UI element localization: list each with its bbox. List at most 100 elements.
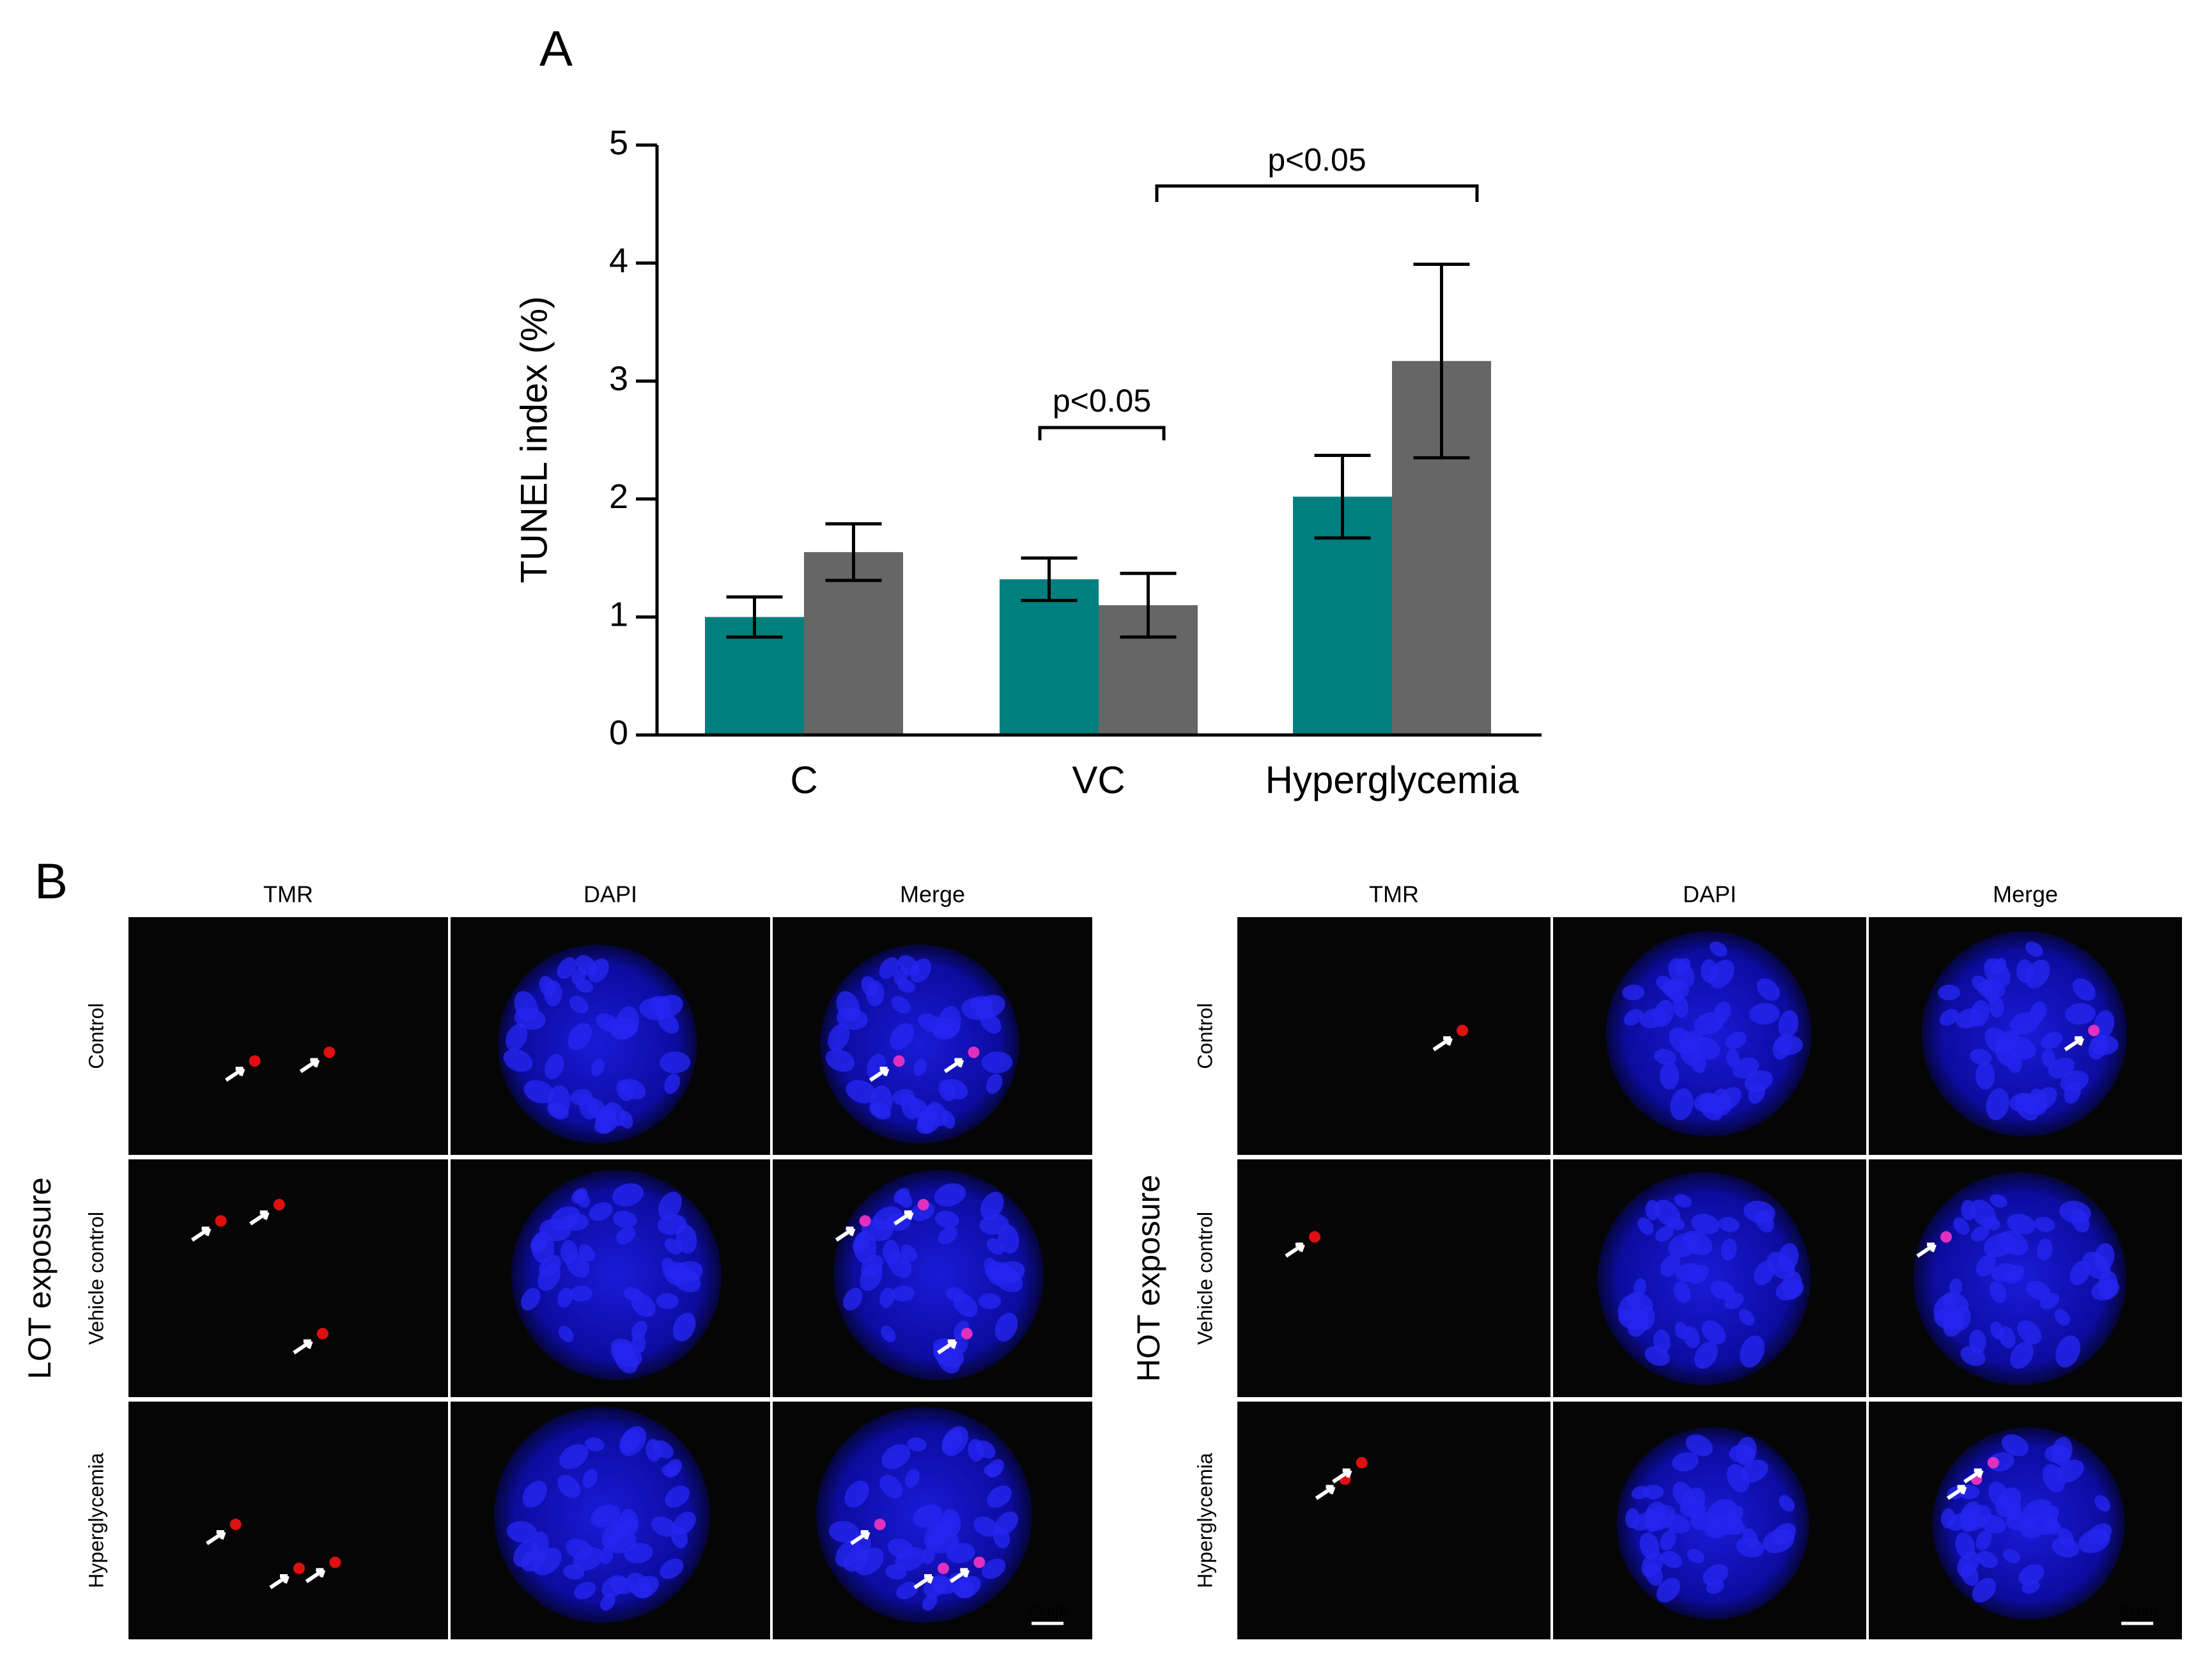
nucleus xyxy=(922,1593,938,1611)
nucleus xyxy=(1718,1217,1740,1232)
nucleus xyxy=(879,1287,895,1308)
nucleus xyxy=(1762,1529,1795,1554)
nucleus xyxy=(1949,1278,1962,1297)
row-label: Control xyxy=(1193,1003,1216,1069)
tunel-signal xyxy=(215,1215,227,1227)
nucleus xyxy=(1955,1532,1976,1559)
y-tick-label: 3 xyxy=(609,359,628,398)
nucleus xyxy=(2018,1564,2045,1586)
nucleus xyxy=(1639,1532,1660,1559)
tunel-signal xyxy=(273,1198,285,1211)
nucleus xyxy=(591,1058,605,1076)
micrograph xyxy=(1237,1402,1551,1639)
nucleus xyxy=(656,1293,679,1310)
micrograph xyxy=(128,917,448,1155)
nucleus xyxy=(661,1464,680,1477)
nucleus xyxy=(1694,1012,1724,1035)
tunel-signal xyxy=(329,1556,341,1568)
nucleus xyxy=(599,1546,614,1565)
nucleus xyxy=(573,1547,603,1571)
nucleus xyxy=(514,1007,546,1030)
nucleus xyxy=(1656,1577,1681,1603)
nucleus xyxy=(2059,1200,2091,1224)
tunel-signal xyxy=(229,1519,242,1531)
nucleus xyxy=(503,1049,533,1072)
nucleus xyxy=(545,1054,564,1079)
nucleus xyxy=(610,1018,638,1040)
nucleus xyxy=(2007,1214,2036,1235)
nucleus xyxy=(1673,1481,1694,1508)
nucleus xyxy=(1988,1481,2010,1508)
tunel-signal xyxy=(973,1556,986,1568)
nucleus xyxy=(569,996,589,1014)
nucleus xyxy=(1675,1263,1702,1282)
nucleus xyxy=(2025,941,2043,957)
nucleus xyxy=(825,1049,855,1072)
nucleus xyxy=(973,1516,999,1537)
bar xyxy=(804,552,903,735)
nucleus xyxy=(1644,1563,1663,1586)
nucleus xyxy=(633,1575,659,1598)
nucleus xyxy=(569,1285,593,1302)
nucleus xyxy=(881,1444,911,1469)
arrow xyxy=(269,1574,290,1590)
nucleus xyxy=(530,1232,548,1253)
nucleus xyxy=(979,1214,1009,1235)
nucleus xyxy=(911,1202,935,1221)
nucleus xyxy=(1661,1551,1682,1568)
nucleus xyxy=(1673,1281,1691,1303)
nucleus xyxy=(1670,1088,1694,1120)
row-label: Control xyxy=(84,1003,107,1069)
nucleus xyxy=(1704,1523,1726,1538)
nucleus xyxy=(984,1257,999,1276)
micrograph xyxy=(128,1159,448,1397)
nucleus xyxy=(913,1058,927,1076)
nucleus xyxy=(1655,1226,1674,1242)
nucleus xyxy=(1938,984,1961,1001)
nucleus xyxy=(1691,1214,1720,1235)
nucleus xyxy=(2017,1320,2042,1345)
nucleus xyxy=(522,1480,547,1508)
nucleus xyxy=(1701,1320,1726,1345)
nucleus xyxy=(2025,1280,2051,1301)
nucleus xyxy=(1633,1278,1646,1297)
nucleus xyxy=(2091,1035,2119,1055)
arrow xyxy=(293,1339,313,1355)
nucleus xyxy=(898,955,920,976)
error-bar xyxy=(1413,262,1470,460)
nucleus xyxy=(993,1526,1010,1549)
nucleus xyxy=(2001,1434,2029,1457)
nucleus xyxy=(1740,1459,1768,1483)
tunel-signal xyxy=(859,1215,871,1227)
nucleus xyxy=(968,1439,984,1462)
column-header: DAPI xyxy=(1683,881,1736,908)
y-tick-label: 5 xyxy=(609,123,628,162)
nucleus xyxy=(1939,1009,1959,1026)
nucleus xyxy=(1961,1512,1976,1533)
nucleus xyxy=(619,1426,646,1457)
nucleus xyxy=(661,1257,677,1276)
nucleus xyxy=(1683,1326,1700,1349)
nucleus xyxy=(2023,1499,2053,1522)
nucleus xyxy=(981,1051,1013,1074)
nucleus xyxy=(2020,1523,2041,1538)
nucleus xyxy=(891,996,911,1014)
nucleus xyxy=(980,1191,1004,1220)
annotation: p<0.05 xyxy=(1267,142,1366,178)
tunel-signal xyxy=(293,1562,305,1574)
nucleus xyxy=(2002,1549,2020,1563)
nucleus xyxy=(1667,1216,1685,1230)
nucleus xyxy=(1778,1010,1799,1039)
nucleus xyxy=(1709,959,1735,989)
nucleus xyxy=(631,1320,647,1340)
nucleus xyxy=(576,955,598,976)
nucleus xyxy=(1972,1577,1997,1603)
tunel-signal xyxy=(961,1327,973,1340)
nucleus xyxy=(1953,1218,1970,1235)
nucleus xyxy=(574,1189,591,1208)
nucleus xyxy=(897,978,916,993)
nucleus xyxy=(879,957,899,979)
nucleus xyxy=(896,1581,918,1600)
nucleus xyxy=(987,1485,1012,1508)
arrow xyxy=(206,1530,226,1545)
